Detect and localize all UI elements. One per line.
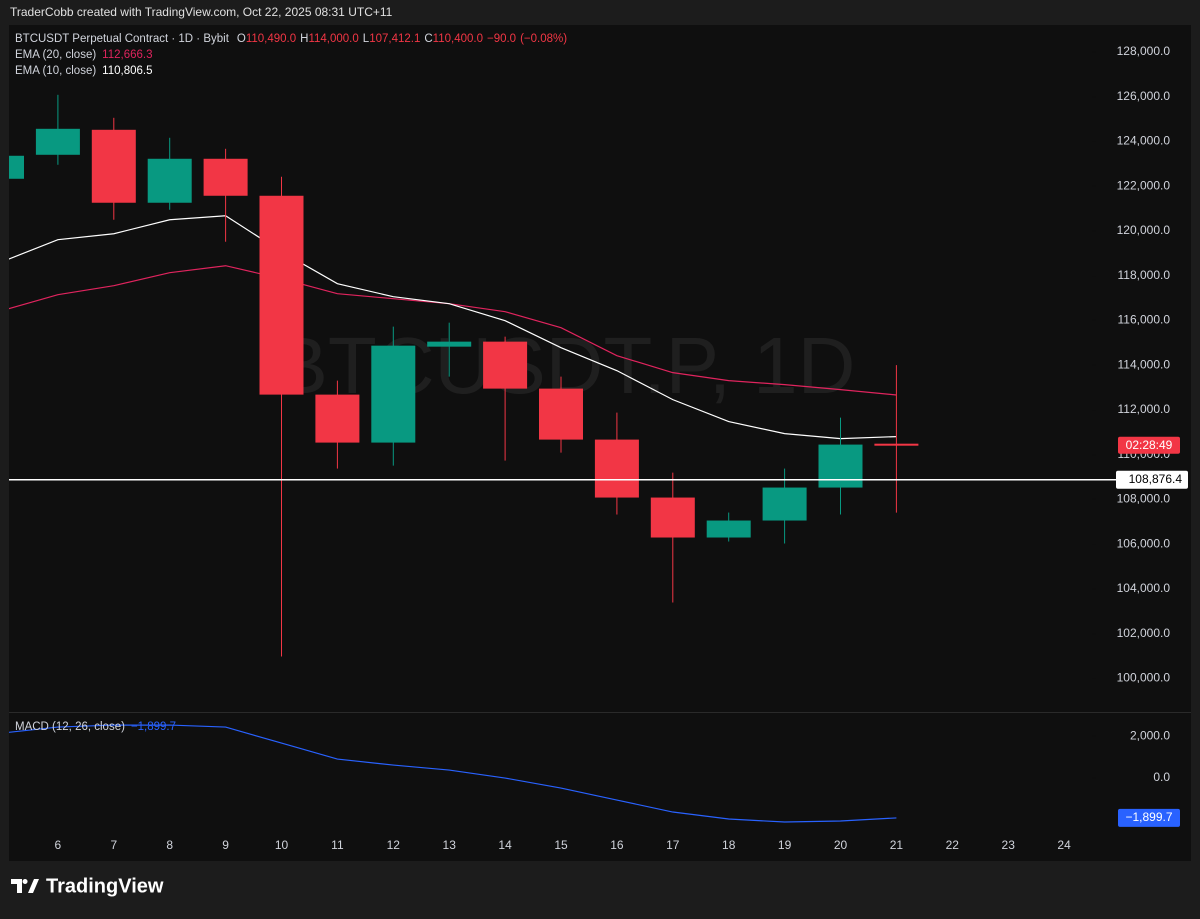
plot-area: BTCUSDT.P, 1D xyxy=(9,94,919,823)
x-tick-label: 16 xyxy=(610,838,624,852)
candle-body xyxy=(315,394,360,443)
brand-logo: TradingView xyxy=(11,875,164,897)
x-tick-label: 22 xyxy=(946,838,960,852)
legend-title: BTCUSDT Perpetual Contract · 1D · Bybit O… xyxy=(15,33,567,45)
ohlc-value: 110,490.0 xyxy=(246,33,296,45)
last-price-label: 108,876.4 xyxy=(1129,472,1183,486)
y-tick-label: 116,000.0 xyxy=(1118,313,1171,327)
x-tick-label: 11 xyxy=(331,838,344,852)
x-tick-label: 14 xyxy=(498,838,512,852)
x-tick-label: 13 xyxy=(443,838,457,852)
x-tick-label: 9 xyxy=(222,838,229,852)
candle-body xyxy=(539,388,583,440)
candle-body xyxy=(594,439,639,498)
x-tick-label: 17 xyxy=(666,838,680,852)
legend-name: EMA (10, close) xyxy=(15,65,96,77)
candle-body xyxy=(91,129,136,203)
y-tick-label: 114,000.0 xyxy=(1118,357,1171,371)
legend-value: 110,806.5 xyxy=(102,65,152,77)
macd-line xyxy=(9,724,897,823)
title: BTCUSDT Perpetual Contract · 1D · Bybit xyxy=(15,33,230,45)
legend-entry: EMA (10, close) 110,806.5 xyxy=(15,65,152,77)
y-tick-label: 126,000.0 xyxy=(1117,89,1171,103)
y-tick-label: 118,000.0 xyxy=(1118,268,1171,282)
legend-entry: MACD (12, 26, close) −1,899.7 xyxy=(15,721,176,733)
legend-value: 112,666.3 xyxy=(102,49,152,61)
macd-value-box xyxy=(1118,808,1180,827)
ohlc-value: 110,400.0 xyxy=(433,33,483,45)
x-tick-label: 6 xyxy=(55,838,62,852)
x-tick-label: 15 xyxy=(554,838,568,852)
x-tick-label: 8 xyxy=(166,838,173,852)
candle-body xyxy=(706,520,751,538)
candle-body xyxy=(762,487,807,521)
candle-body xyxy=(9,155,24,179)
y-tick-label: 0.0 xyxy=(1153,770,1170,784)
y-tick-label: 128,000.0 xyxy=(1117,44,1171,58)
candle-body xyxy=(874,443,919,446)
ohlc-key: C xyxy=(424,33,432,45)
legend-entry: EMA (20, close) 112,666.3 xyxy=(15,49,152,61)
x-tick-label: 12 xyxy=(387,838,401,852)
y-tick-label: 112,000.0 xyxy=(1118,402,1171,416)
x-tick-label: 20 xyxy=(834,838,848,852)
ema-line xyxy=(9,215,897,440)
ohlc-key: H xyxy=(300,33,308,45)
x-tick-label: 18 xyxy=(722,838,736,852)
legend-name: MACD (12, 26, close) xyxy=(15,721,125,733)
y-tick-label: 104,000.0 xyxy=(1117,581,1171,595)
header: TraderCobb created with TradingView.com,… xyxy=(10,5,393,19)
x-tick-label: 24 xyxy=(1057,838,1071,852)
ohlc-value: 114,000.0 xyxy=(308,33,358,45)
candle-body xyxy=(483,341,528,389)
candle-body xyxy=(818,444,863,488)
ohlc-key: L xyxy=(363,33,370,45)
x-tick-label: 7 xyxy=(110,838,117,852)
y-tick-label: 2,000.0 xyxy=(1130,728,1170,742)
y-tick-label: 122,000.0 xyxy=(1117,178,1171,192)
legend-value: −1,899.7 xyxy=(131,721,176,733)
y-tick-label: 124,000.0 xyxy=(1117,134,1171,148)
y-tick-label: 120,000.0 xyxy=(1117,223,1171,237)
candle-body xyxy=(371,345,416,443)
candle-body xyxy=(427,341,472,347)
candle-body xyxy=(259,195,304,395)
change-percent: (−0.08%) xyxy=(520,33,567,45)
y-tick-label: 108,000.0 xyxy=(1117,492,1171,506)
legend-name: EMA (20, close) xyxy=(15,49,96,61)
candle-body xyxy=(147,158,192,203)
y-tick-label: 106,000.0 xyxy=(1117,536,1171,550)
candle-body xyxy=(35,128,80,155)
macd-value-label: −1,899.7 xyxy=(1125,810,1172,824)
brand: TradingView xyxy=(46,875,164,897)
countdown: 02:28:49 xyxy=(1126,438,1173,452)
candle-body xyxy=(203,158,248,196)
y-tick-label: 102,000.0 xyxy=(1117,626,1171,640)
change-value: −90.0 xyxy=(487,33,516,45)
ohlc-key: O xyxy=(237,33,246,45)
x-tick-label: 21 xyxy=(890,838,904,852)
countdown-box xyxy=(1118,436,1180,454)
candle-body xyxy=(650,497,695,538)
y-tick-label: 100,000.0 xyxy=(1117,671,1171,685)
x-tick-label: 19 xyxy=(778,838,792,852)
last-price-box xyxy=(1116,470,1188,489)
x-tick-label: 10 xyxy=(275,838,289,852)
x-tick-label: 23 xyxy=(1002,838,1016,852)
ohlc-value: 107,412.1 xyxy=(369,33,420,45)
